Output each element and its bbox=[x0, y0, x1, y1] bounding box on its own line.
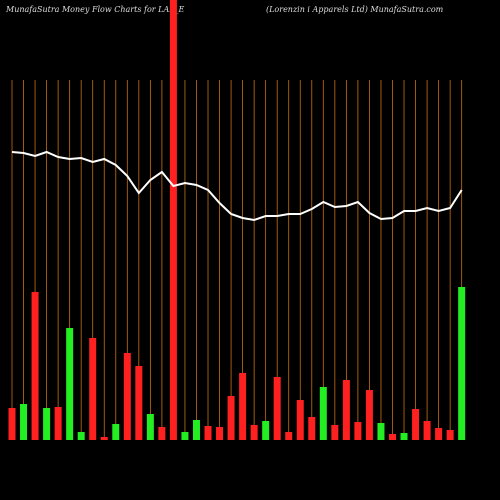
bar bbox=[123, 353, 131, 440]
bar bbox=[377, 423, 385, 440]
bar bbox=[204, 426, 212, 440]
bar bbox=[100, 437, 108, 440]
bar bbox=[31, 292, 39, 440]
bar bbox=[181, 432, 189, 440]
bar bbox=[239, 373, 247, 440]
bar bbox=[77, 432, 85, 440]
bar bbox=[446, 430, 454, 440]
bar bbox=[285, 432, 293, 440]
bar bbox=[458, 287, 466, 440]
bar bbox=[354, 422, 362, 440]
bar bbox=[169, 0, 177, 440]
bar bbox=[365, 390, 373, 440]
bar bbox=[308, 417, 316, 440]
chart-subtitle: (Lorenzin i Apparels Ltd) MunafaSutra.co… bbox=[266, 5, 444, 14]
bar bbox=[66, 328, 74, 440]
bar bbox=[388, 434, 396, 440]
bar bbox=[89, 338, 97, 440]
bar bbox=[227, 396, 235, 440]
bar bbox=[135, 366, 143, 440]
bar bbox=[192, 420, 200, 440]
bar bbox=[158, 427, 166, 440]
bar bbox=[423, 421, 431, 440]
bar bbox=[400, 433, 408, 440]
chart-title: MunafaSutra Money Flow Charts for LAL_E bbox=[5, 5, 185, 14]
bar bbox=[216, 427, 224, 440]
bar bbox=[250, 425, 258, 440]
bar bbox=[435, 428, 443, 440]
bar bbox=[54, 407, 62, 440]
bar bbox=[296, 400, 304, 440]
bar bbox=[342, 380, 350, 440]
bar bbox=[331, 425, 339, 440]
bar bbox=[146, 414, 154, 440]
price-line bbox=[11, 150, 463, 222]
bar bbox=[412, 409, 420, 440]
bar bbox=[319, 387, 327, 440]
bar bbox=[262, 421, 270, 440]
bar bbox=[8, 408, 16, 440]
bar bbox=[273, 377, 281, 440]
bar bbox=[112, 424, 120, 440]
bar bbox=[20, 404, 28, 440]
bar bbox=[43, 408, 51, 440]
